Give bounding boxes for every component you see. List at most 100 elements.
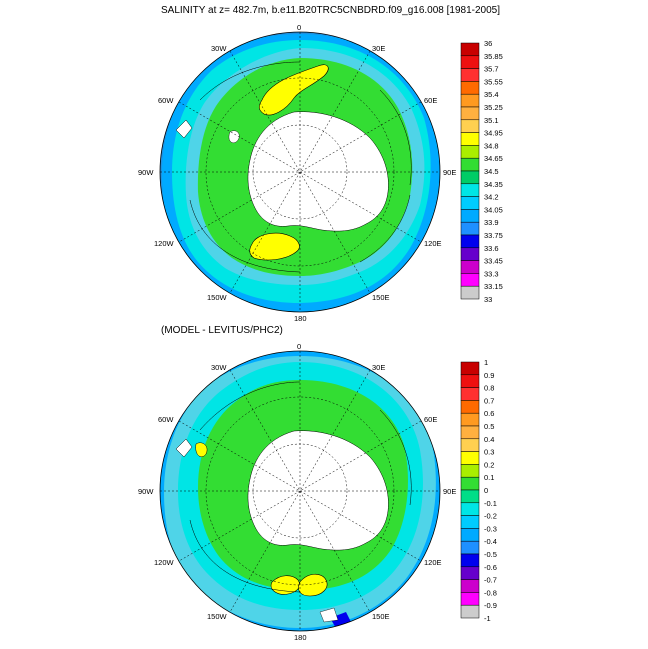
colorbar-top-swatch (460, 209, 480, 223)
colorbar-bottom-label: -0.1 (484, 499, 497, 508)
colorbar-top-swatch (460, 285, 480, 300)
colorbar-top-swatch (460, 170, 480, 185)
lon-label-90w-b: 90W (138, 487, 154, 496)
salinity-difference-map: 0 30E 60E 90E 120E 150E 180 150W 120W 90… (138, 342, 456, 642)
colorbar-bottom-swatch (460, 604, 480, 619)
colorbar-bottom-label: 0.7 (484, 396, 494, 405)
south-america-tip-bottom (175, 438, 193, 458)
colorbar-bottom-swatch (460, 502, 480, 516)
colorbar-top-swatch (460, 221, 480, 236)
colorbar-top-swatch (460, 234, 480, 249)
colorbar-bottom-swatch (460, 579, 480, 593)
lon-label-30e: 30E (372, 44, 385, 53)
colorbar-top-swatch (460, 55, 480, 69)
lon-label-30w-b: 30W (211, 363, 227, 372)
lon-label-180-b: 180 (294, 633, 307, 642)
colorbar-bottom-swatch (460, 412, 480, 427)
colorbar-top-label: 33.15 (484, 282, 503, 291)
colorbar-bottom-label: -0.2 (484, 512, 497, 521)
colorbar-top-label: 34.35 (484, 180, 503, 189)
lon-label-60w: 60W (158, 96, 174, 105)
lon-label-60w-b: 60W (158, 415, 174, 424)
colorbar-top-label: 35.1 (484, 116, 499, 125)
antarctic-peninsula-island (228, 130, 240, 143)
colorbar-bottom-label: -0.7 (484, 576, 497, 585)
colorbar-bottom-label: 0.4 (484, 435, 494, 444)
anomaly-contour-lines (189, 381, 412, 593)
colorbar-top-label: 35.7 (484, 65, 499, 74)
lon-label-90e: 90E (443, 168, 456, 177)
map-border-circle-bottom (159, 350, 441, 632)
colorbar-bottom-swatch (460, 464, 480, 478)
salinity-map: 0 30E 60E 90E 120E 150E 180 150W 120W 90… (138, 23, 456, 323)
colorbar-bottom-swatch (460, 489, 480, 504)
lon-label-60e-b: 60E (424, 415, 437, 424)
map-title-bottom: (MODEL - LEVITUS/PHC2) (161, 325, 283, 336)
colorbar-top-swatch (460, 273, 480, 287)
lon-label-30w: 30W (211, 44, 227, 53)
lon-label-120w-b: 120W (154, 558, 175, 567)
colorbar-top-label: 33.9 (484, 218, 499, 227)
colorbar-top-label: 34.65 (484, 154, 503, 163)
colorbar-top-label: 35.4 (484, 90, 499, 99)
colorbar-bottom-label: 0.2 (484, 460, 494, 469)
colorbar-bottom-label: 0.5 (484, 422, 494, 431)
positive-anomaly-patch-3 (195, 442, 208, 457)
colorbar-top-swatch (460, 157, 480, 172)
south-america-tip (175, 119, 193, 139)
colorbar-bottom-swatch (460, 515, 480, 529)
colorbar-top-swatch (460, 260, 480, 274)
map-border-circle (159, 31, 441, 313)
lon-label-120e: 120E (424, 239, 442, 248)
salinity-contour-lines (189, 61, 412, 273)
colorbar-bottom-swatch (460, 387, 480, 401)
colorbar-bottom-swatch (460, 540, 480, 555)
colorbar-bottom-label: 0.6 (484, 409, 494, 418)
colorbar-top-label: 34.8 (484, 141, 499, 150)
high-salinity-patch-north (258, 64, 329, 116)
colorbar-top-label: 34.5 (484, 167, 499, 176)
colorbar-top-swatch (460, 68, 480, 82)
colorbar-top-label: 33.3 (484, 269, 499, 278)
lon-label-120w: 120W (154, 239, 175, 248)
colorbar-bottom-swatch (460, 438, 480, 452)
colorbar-bottom-label: -0.8 (484, 588, 497, 597)
colorbar-bottom-label: -0.4 (484, 537, 497, 546)
lon-label-0: 0 (297, 23, 301, 32)
colorbar-bottom-swatch (460, 451, 480, 465)
colorbar-top-label: 35.25 (484, 103, 503, 112)
colorbar-bottom-label: 1 (484, 358, 488, 367)
colorbar-bottom-swatch (460, 374, 480, 388)
colorbar-top-swatch (460, 196, 480, 210)
colorbar-top-label: 33 (484, 295, 492, 304)
colorbar-bottom-label: 0.8 (484, 384, 494, 393)
colorbar-bottom-label: 0 (484, 486, 488, 495)
lon-label-150e-b: 150E (372, 612, 390, 621)
colorbar-top-label: 35.85 (484, 52, 503, 61)
longitude-labels: 0 30E 60E 90E 120E 150E 180 150W 120W 90… (138, 23, 456, 323)
colorbar-bottom-swatch (460, 528, 480, 542)
colorbar-bottom-label: 0.1 (484, 473, 494, 482)
colorbar-bottom-label: -0.6 (484, 563, 497, 572)
colorbar-top-label: 33.6 (484, 244, 499, 253)
colorbar-top-label: 34.2 (484, 193, 499, 202)
lon-label-30e-b: 30E (372, 363, 385, 372)
colorbar-bottom-swatch (460, 361, 480, 376)
colorbar-top-label: 34.05 (484, 205, 503, 214)
colorbar-bottom-label: -1 (484, 614, 491, 623)
new-zealand-region-bottom (319, 607, 339, 623)
lon-label-90w: 90W (138, 168, 154, 177)
graticule-grid (160, 32, 440, 312)
colorbar-top-swatch (460, 81, 480, 95)
colorbar-top-label: 33.75 (484, 231, 503, 240)
lon-label-150w: 150W (207, 293, 228, 302)
colorbar-bottom-label: -0.5 (484, 550, 497, 559)
colorbar-bottom-swatch (460, 425, 480, 440)
colorbar-top-label: 34.95 (484, 129, 503, 138)
colorbar-top-swatch (460, 42, 480, 57)
lon-label-120e-b: 120E (424, 558, 442, 567)
colorbar-top-label: 35.55 (484, 77, 503, 86)
map-title-top: SALINITY at z= 482.7m, b.e11.B20TRC5CNBD… (161, 5, 500, 16)
longitude-labels-bottom: 0 30E 60E 90E 120E 150E 180 150W 120W 90… (138, 342, 456, 642)
